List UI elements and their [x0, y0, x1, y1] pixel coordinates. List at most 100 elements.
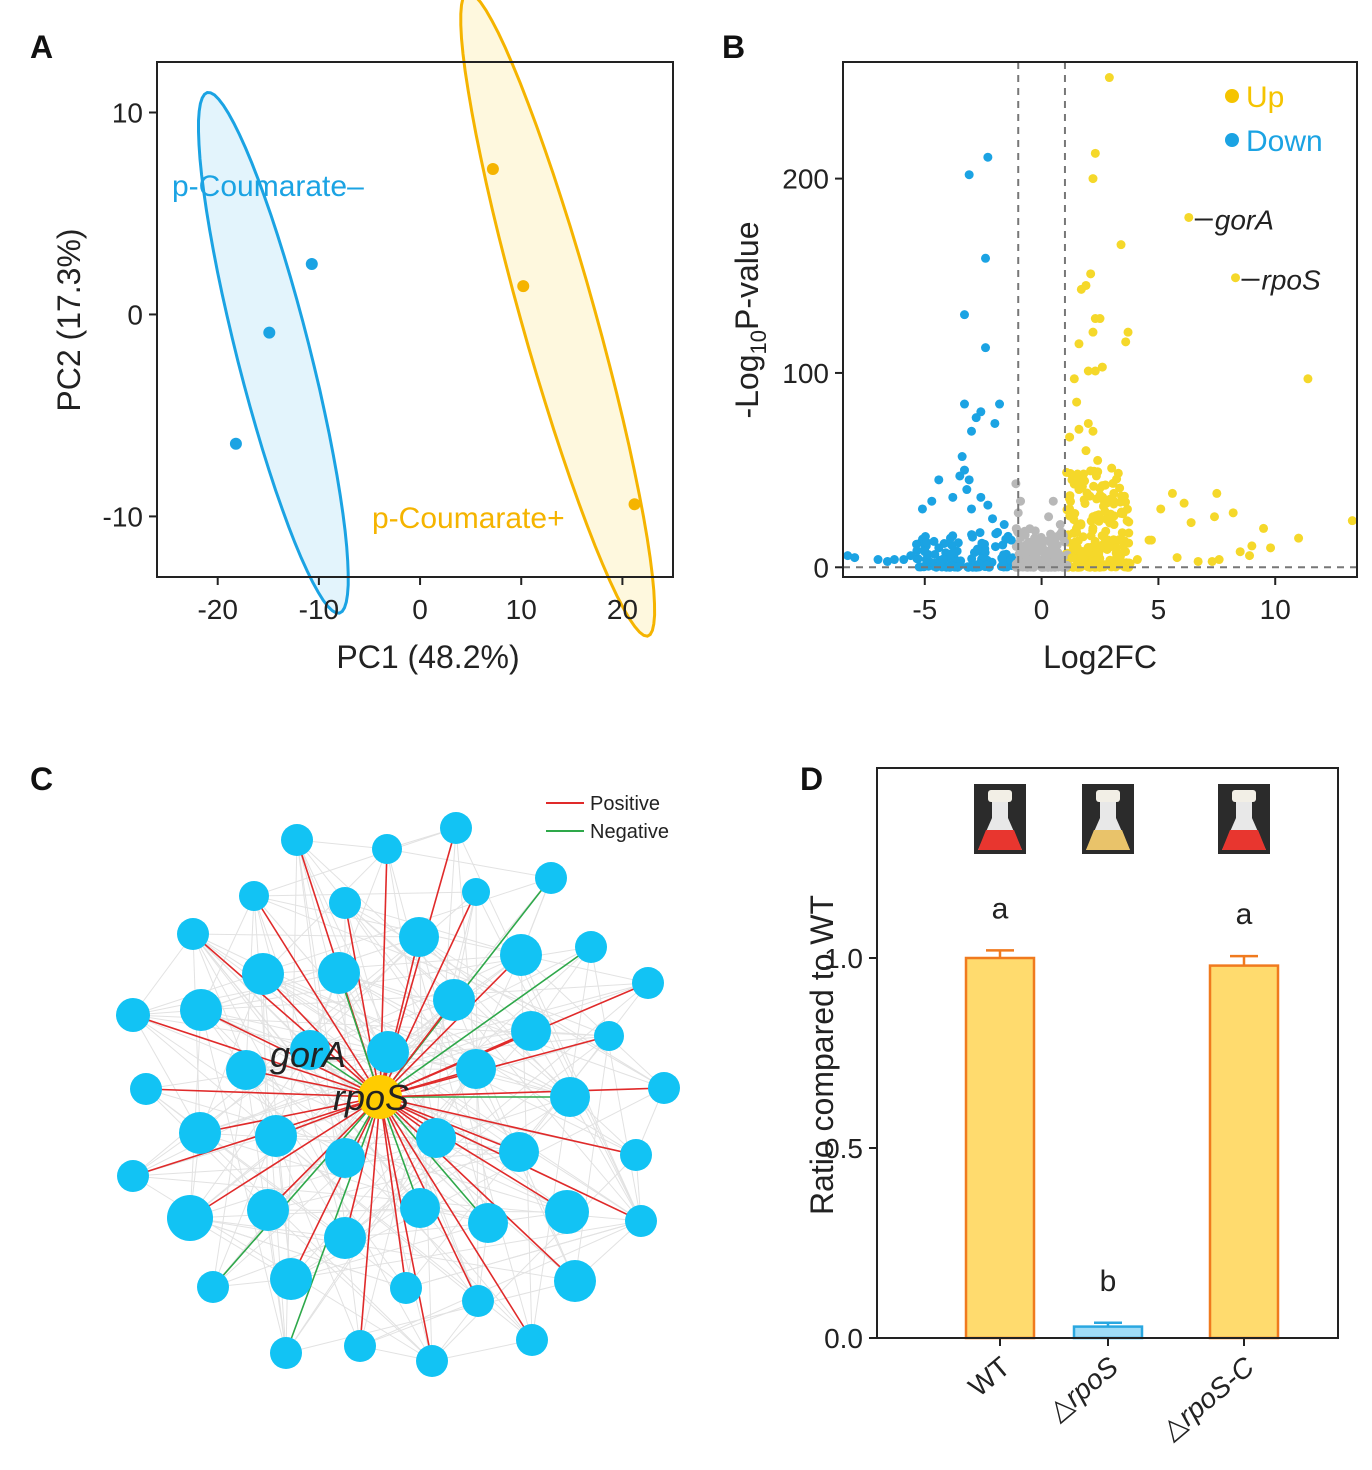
volcano-point-up — [1113, 468, 1123, 478]
network-background-edge — [245, 1068, 477, 1071]
pca-ellipse-1 — [459, 0, 657, 638]
bar-y-tick-label: 0.5 — [824, 1133, 863, 1164]
network-background-edge — [296, 839, 361, 1347]
volcano-point-up — [1303, 374, 1313, 384]
volcano-point-up — [1104, 73, 1114, 83]
volcano-point-ns — [1023, 541, 1033, 551]
network-background-edge — [275, 1135, 437, 1139]
volcano-point-down — [946, 549, 956, 559]
volcano-point-up — [1097, 481, 1107, 491]
pca-y-tick-label: 10 — [112, 97, 143, 128]
volcano-point-up — [1065, 504, 1075, 514]
network-node — [511, 1011, 551, 1051]
network-node — [440, 812, 472, 844]
volcano-point-up — [1091, 471, 1101, 481]
volcano-annot-point — [1231, 273, 1241, 283]
network-background-edge — [262, 973, 269, 1211]
volcano-point-up — [1109, 520, 1119, 530]
volcano-point-down — [906, 551, 916, 561]
volcano-point-up — [1074, 339, 1084, 349]
volcano-point-up — [1117, 491, 1126, 501]
bar-y-axis-title: Ratio compared to WT — [804, 895, 840, 1215]
network-node — [344, 1330, 376, 1362]
volcano-point-up — [1266, 543, 1276, 553]
network-node — [468, 1203, 508, 1243]
volcano-point-down — [967, 504, 976, 514]
volcano-point-down — [899, 555, 909, 565]
network-edge — [267, 1096, 381, 1211]
volcano-point-up — [1076, 284, 1086, 294]
network-background-edge — [418, 936, 665, 1089]
network-node — [594, 1021, 624, 1051]
network-edge — [245, 1069, 381, 1098]
volcano-point-down — [954, 562, 963, 572]
network-node — [500, 934, 542, 976]
network-legend-label: Negative — [590, 821, 669, 843]
pca-x-axis-title: PC1 (48.2%) — [336, 639, 519, 675]
network-edge — [189, 1096, 381, 1219]
volcano-point-ns — [1038, 539, 1047, 549]
network-node — [499, 1132, 539, 1172]
bar-category-label: △rpoS — [1042, 1351, 1124, 1427]
volcano-point-up — [1083, 547, 1093, 557]
network-hub-node — [358, 1075, 402, 1119]
pca-group-label-pos: p-Coumarate+ — [372, 502, 565, 535]
network-label-gora: gorA — [270, 1034, 346, 1075]
pca-group-label-neg: p-Coumarate– — [172, 170, 364, 203]
network-background-edge — [200, 1009, 287, 1354]
network-background-edge — [574, 1035, 610, 1282]
volcano-point-up — [1083, 366, 1093, 376]
bar-y-tick-label: 0.0 — [824, 1323, 863, 1354]
volcano-point-ns — [1037, 557, 1047, 567]
volcano-point-down — [929, 536, 939, 546]
network-background-edge — [338, 972, 571, 1098]
volcano-x-tick-label: 5 — [1151, 594, 1167, 625]
network-edge — [379, 1096, 407, 1289]
network-background-edge — [192, 933, 477, 1070]
bar-y-tick-label: 1.0 — [824, 943, 863, 974]
network-edge — [379, 1096, 637, 1156]
volcano-y-title-sub: 10 — [746, 330, 771, 354]
network-node — [625, 1205, 657, 1237]
volcano-point-up — [1069, 515, 1079, 525]
pca-x-tick-label: 10 — [506, 594, 537, 625]
network-background-edge — [262, 848, 388, 975]
network-node — [226, 1050, 266, 1090]
network-node — [239, 881, 269, 911]
network-background-edge — [518, 982, 649, 1153]
volcano-point-up — [1214, 555, 1224, 565]
network-edge — [379, 1096, 576, 1282]
volcano-point-up — [1079, 469, 1089, 479]
volcano-point-up — [1247, 541, 1257, 551]
volcano-point-up — [1081, 446, 1091, 456]
volcano-point-up — [1088, 426, 1098, 436]
network-node — [116, 998, 150, 1032]
network-background-edge — [267, 1151, 520, 1211]
volcano-point-up — [1207, 556, 1217, 566]
volcano-point-down — [917, 504, 927, 514]
volcano-point-down — [913, 554, 923, 564]
volcano-plot-frame — [842, 61, 1358, 578]
volcano-point-up — [1092, 555, 1102, 565]
volcano-point-down — [1006, 535, 1016, 545]
volcano-point-down — [983, 500, 993, 510]
network-node — [242, 953, 284, 995]
volcano-point-ns — [1060, 537, 1070, 547]
volcano-point-down — [967, 426, 976, 436]
network-node — [247, 1189, 289, 1231]
pca-x-tick-label: -20 — [197, 594, 237, 625]
volcano-point-up — [1088, 174, 1098, 184]
volcano-point-up — [1228, 508, 1238, 518]
volcano-point-up — [1093, 455, 1103, 465]
network-edge — [359, 1096, 381, 1347]
network-background-edge — [253, 891, 477, 897]
volcano-point-down — [889, 555, 899, 565]
volcano-legend-label: Up — [1246, 81, 1284, 114]
network-background-edge — [132, 972, 340, 1016]
network-node — [117, 1160, 149, 1192]
volcano-point-ns — [1044, 512, 1054, 522]
category-name: WT — [963, 1351, 1016, 1403]
volcano-point-ns — [1030, 533, 1040, 543]
network-background-edge — [192, 933, 421, 1209]
volcano-point-down — [922, 538, 932, 547]
